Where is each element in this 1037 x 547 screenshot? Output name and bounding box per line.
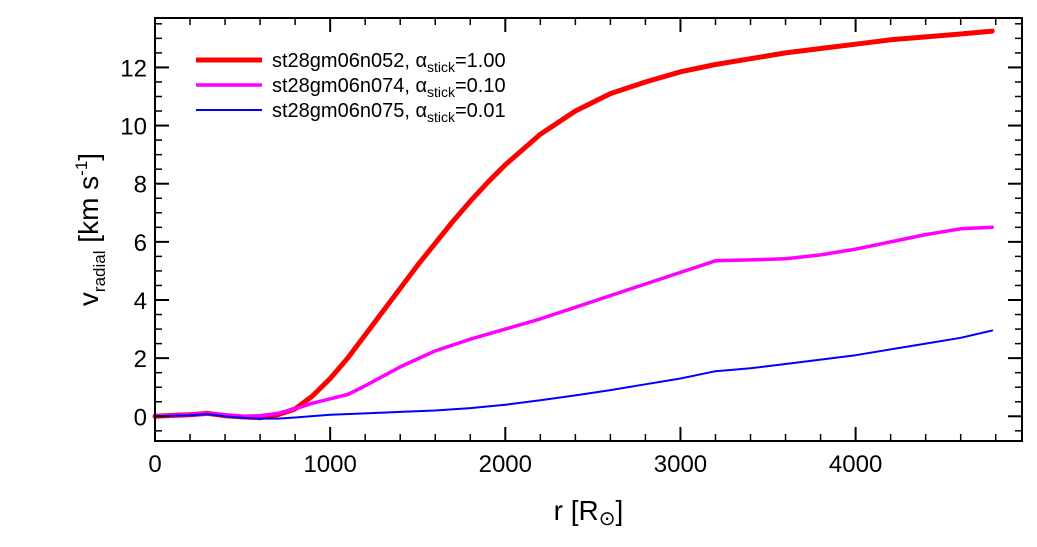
legend-label-value: =0.10 (455, 75, 506, 97)
series-line-2 (153, 225, 994, 419)
legend-label-name: st28gm06n052, α (272, 50, 427, 72)
y-tick-label: 10 (120, 114, 147, 141)
series-layer (152, 28, 995, 421)
y-axis-label-close: ] (73, 153, 104, 161)
y-axis-label-sup: -1 (72, 161, 91, 176)
y-tick-label: 12 (120, 55, 147, 82)
y-tick-label: 4 (134, 288, 147, 315)
ticks-layer (154, 18, 1022, 441)
series-line-3 (154, 329, 994, 420)
x-tick-label: 4000 (829, 451, 882, 478)
y-axis-label-sub: radial (90, 250, 109, 292)
x-tick-label: 0 (148, 451, 161, 478)
x-tick-label: 2000 (479, 451, 532, 478)
y-axis-label-main: v (73, 292, 104, 306)
legend-label-value: =1.00 (455, 50, 506, 72)
legend-label-value: =0.01 (455, 100, 506, 122)
plot-frame (154, 17, 1023, 442)
x-axis-label-symbol: ⊙ (599, 508, 616, 530)
legend-label-subscript: stick (427, 59, 456, 75)
legend-label-subscript: stick (427, 109, 456, 125)
y-axis-label-unit: [km s (73, 176, 104, 251)
legend-label-2: st28gm06n074, αstick=0.10 (272, 75, 506, 100)
y-tick-label: 2 (134, 346, 147, 373)
y-tick-label: 0 (134, 404, 147, 431)
x-axis-label: r [R⊙] (554, 495, 624, 530)
legend-label-1: st28gm06n052, αstick=1.00 (272, 50, 506, 75)
legend-label-3: st28gm06n075, αstick=0.01 (272, 100, 506, 125)
x-axis-label-close: ] (616, 495, 624, 526)
legend-label-name: st28gm06n074, α (272, 75, 427, 97)
y-tick-label: 8 (134, 172, 147, 199)
x-tick-label: 3000 (654, 451, 707, 478)
y-axis-label: vradial [km s-1] (72, 153, 109, 306)
tick-labels-layer: 0 1000 2000 3000 4000 0 2 4 6 8 10 12 (120, 55, 882, 478)
x-axis-label-main: r [R (554, 495, 599, 526)
legend-label-subscript: stick (427, 84, 456, 100)
y-tick-label: 6 (134, 230, 147, 257)
legend-label-name: st28gm06n075, α (272, 100, 427, 122)
x-tick-label: 1000 (303, 451, 356, 478)
